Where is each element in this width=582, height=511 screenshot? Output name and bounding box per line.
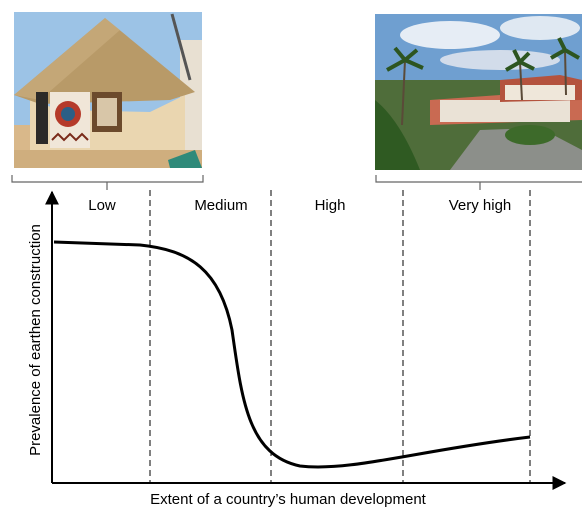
column-label: Medium [194,197,247,214]
trend-curve [53,240,531,469]
x-axis-label: Extent of a country’s human development [150,491,427,508]
column-label: Very high [449,197,512,214]
y-axis-label: Prevalence of earthen construction [27,224,44,456]
modern-photo [375,14,582,170]
column-label: Low [88,197,116,214]
left-bracket [11,175,204,190]
dividers [149,190,531,483]
hut-photo [14,12,202,168]
column-label: High [315,197,346,214]
right-bracket [375,175,582,190]
